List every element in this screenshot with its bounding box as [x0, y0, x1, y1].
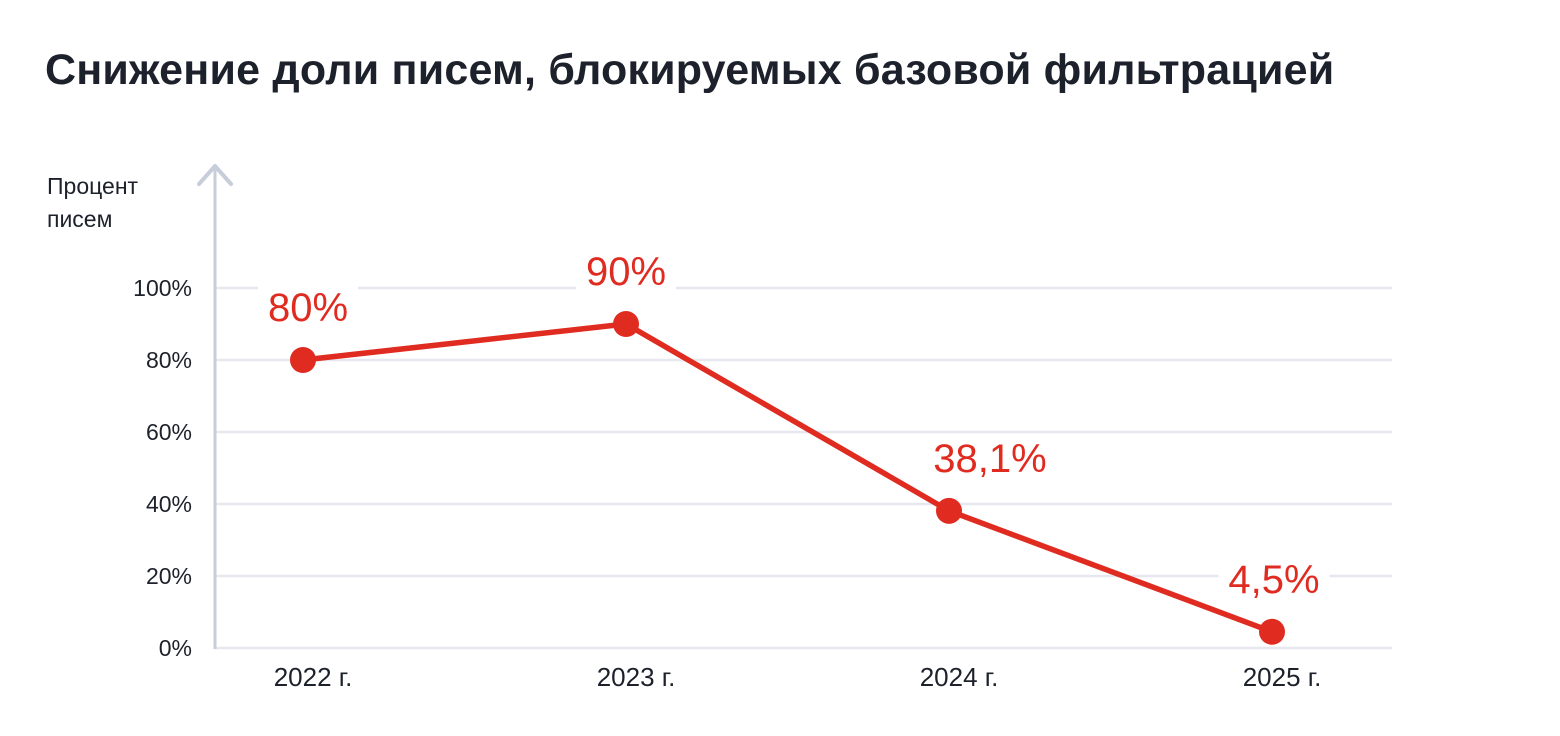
data-line — [300, 321, 1275, 635]
data-point — [936, 497, 962, 524]
y-tick-label: 40% — [145, 491, 192, 517]
y-tick-label: 0% — [158, 635, 192, 661]
y-axis — [197, 164, 233, 649]
data-series — [290, 311, 1285, 645]
x-tick-label: 2022 г. — [273, 662, 353, 692]
y-tick-label: 20% — [145, 563, 192, 589]
y-axis-title: Процент писем — [47, 173, 139, 232]
x-tick-label: 2024 г. — [919, 662, 999, 692]
data-point-value-label: 80% — [257, 286, 359, 330]
data-point — [290, 347, 316, 373]
gridlines — [215, 286, 1392, 650]
y-tick-label: 80% — [145, 347, 192, 373]
data-point — [1259, 618, 1285, 645]
chart-title: Снижение доли писем, блокируемых базовой… — [45, 46, 1335, 94]
data-point-value-label: 90% — [575, 250, 677, 294]
data-point — [613, 311, 639, 337]
x-tick-label: 2025 г. — [1242, 662, 1322, 692]
x-tick-label: 2023 г. — [596, 662, 676, 692]
data-point-value-label: 4,5% — [1218, 557, 1330, 602]
y-axis-arrow-icon — [197, 164, 233, 186]
data-point-value-label: 38,1% — [923, 436, 1057, 481]
y-tick-label: 60% — [145, 419, 192, 445]
y-tick-label: 100% — [133, 275, 192, 301]
